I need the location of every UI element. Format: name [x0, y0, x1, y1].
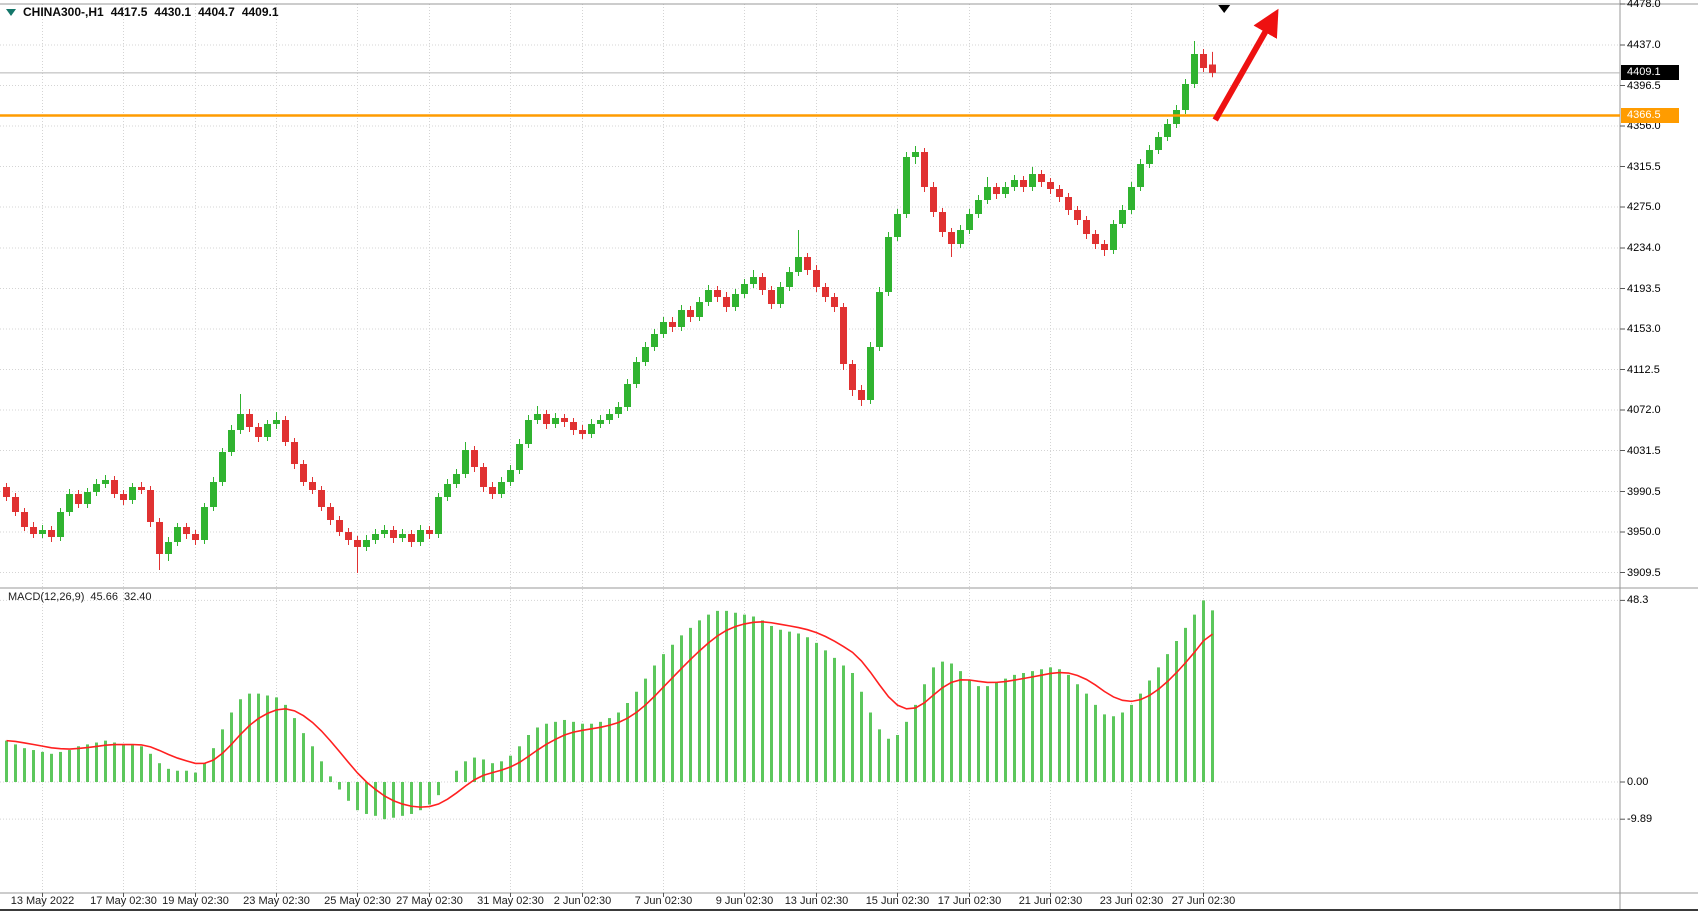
time-axis-label: 13 May 2022 — [10, 895, 75, 907]
time-axis-label: 7 Jun 02:30 — [634, 895, 693, 907]
price-axis-label: 4315.5 — [1627, 160, 1661, 173]
macd-signal-line — [6, 621, 1213, 808]
price-axis-label: 4112.5 — [1627, 363, 1660, 376]
bid-price-tag: 4409.1 — [1621, 64, 1679, 80]
time-axis-label: 23 May 02:30 — [243, 895, 310, 907]
price-axis-label: 4275.0 — [1627, 201, 1661, 213]
bar-position-marker — [1218, 5, 1231, 13]
time-axis-label: 13 Jun 02:30 — [784, 895, 849, 907]
chart-header: CHINA300-,H1 4417.5 4430.1 4404.7 4409.1 — [6, 5, 279, 19]
price-axis-label: 4478.0 — [1627, 0, 1661, 10]
symbol-period-label: CHINA300-,H1 — [23, 5, 104, 19]
price-axis-label: 3909.5 — [1627, 566, 1661, 579]
macd-axis-label: -9.89 — [1627, 813, 1653, 826]
macd-axis-label: 0.00 — [1627, 776, 1649, 788]
time-axis-label: 17 Jun 02:30 — [937, 895, 1002, 907]
macd-indicator-label: MACD(12,26,9) 45.66 32.40 — [8, 591, 151, 603]
time-axis-label: 17 May 02:30 — [90, 895, 157, 907]
symbol-dropdown-icon[interactable] — [6, 9, 16, 16]
trend-arrow-annotation[interactable] — [1212, 8, 1279, 122]
header-high-value: 4430.1 — [154, 5, 192, 19]
macd-name: MACD(12,26,9) — [8, 591, 85, 603]
gridlines — [0, 3, 1620, 893]
header-close-value: 4409.1 — [241, 5, 279, 19]
time-axis-label: 27 May 02:30 — [396, 895, 463, 907]
price-axis-label: 4234.0 — [1627, 242, 1661, 254]
price-axis-label: 4396.5 — [1627, 79, 1661, 92]
price-axis-label: 4437.0 — [1627, 39, 1661, 51]
macd-main-value: 45.66 — [90, 591, 118, 603]
header-open-value: 4417.5 — [110, 5, 148, 19]
price-axis-label: 3950.0 — [1627, 526, 1661, 538]
window-bottom-edge — [0, 909, 1698, 911]
time-axis-label: 23 Jun 02:30 — [1099, 895, 1164, 907]
price-axis-label: 4193.5 — [1627, 282, 1661, 295]
time-axis-label: 9 Jun 02:30 — [715, 895, 774, 907]
macd-axis-label: 48.3 — [1627, 594, 1649, 607]
time-axis[interactable]: 13 May 2022 17 May 02:30 19 May 02:30 23 Ma… — [0, 895, 1620, 911]
price-axis-label: 3990.5 — [1627, 485, 1661, 498]
time-axis-label: 15 Jun 02:30 — [865, 895, 930, 907]
time-axis-label: 19 May 02:30 — [162, 895, 229, 907]
price-axis-label: 4072.0 — [1627, 404, 1661, 416]
price-axis-label: 4153.0 — [1627, 323, 1661, 335]
horizontal-line-price-tag: 4366.5 — [1621, 107, 1679, 123]
price-axis-label: 4356.0 — [1627, 120, 1661, 132]
time-axis-label: 31 May 02:30 — [477, 895, 544, 907]
macd-signal-value: 32.40 — [123, 591, 152, 603]
price-axis-label: 4031.5 — [1627, 444, 1661, 457]
price-axis[interactable]: 4409.1 4366.5 4478.0 4437.0 4396.5 4356.0 43… — [1621, 0, 1698, 911]
macd-histogram — [5, 600, 1214, 820]
time-axis-label: 25 May 02:30 — [324, 895, 391, 907]
time-axis-label: 2 Jun 02:30 — [553, 895, 612, 907]
candlestick-series — [3, 41, 1216, 573]
time-axis-label: 27 Jun 02:30 — [1171, 895, 1236, 907]
time-axis-label: 21 Jun 02:30 — [1018, 895, 1083, 907]
header-low-value: 4404.7 — [198, 5, 235, 19]
